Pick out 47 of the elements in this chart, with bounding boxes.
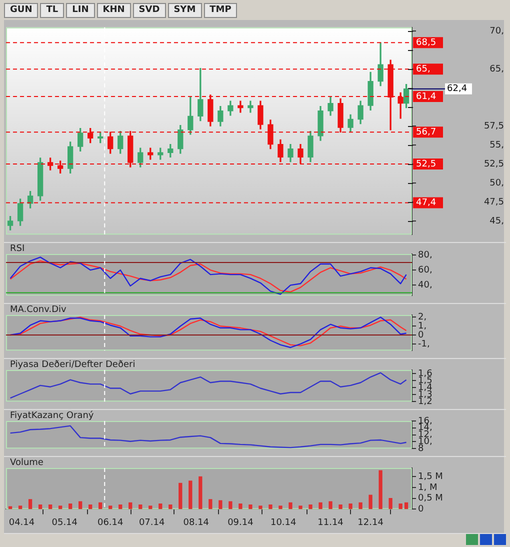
x-tick-label: 08.14 xyxy=(183,518,210,528)
y-tick-label: 70, xyxy=(490,26,504,37)
y-tick-label: 80, xyxy=(418,250,432,260)
y-tick-label: 40, xyxy=(418,280,432,291)
y-tick-label: 57,5 xyxy=(484,121,504,132)
x-tick-label: 11.14 xyxy=(318,518,344,528)
x-tick-label: 10.14 xyxy=(270,518,296,528)
y-tick-label: 45, xyxy=(490,216,504,226)
y-tick-label: 55, xyxy=(490,140,504,150)
text: TL xyxy=(40,3,64,18)
y-tick-label: 2, xyxy=(418,312,427,323)
x-tick-label: 07.14 xyxy=(138,518,165,528)
x-tick-label: 06.14 xyxy=(97,518,124,528)
y-tick-label: 0 xyxy=(418,504,424,515)
x-tick-label: 04.14 xyxy=(8,518,35,528)
text: SVD xyxy=(132,3,166,18)
y-tick-label: 60, xyxy=(418,265,432,276)
x-tick-label: 09.14 xyxy=(228,518,254,528)
y-tick-label: 1,5 M xyxy=(418,472,443,482)
text: TMP xyxy=(204,3,238,18)
chart-title: FiyatKazanç Oraný xyxy=(10,410,94,421)
text: SYM xyxy=(168,3,202,18)
ref-line-label: 47,4 xyxy=(416,198,436,208)
y-tick-label: -1, xyxy=(418,339,430,350)
ref-line-label: 56,7 xyxy=(416,127,436,138)
x-tick-label: 05.14 xyxy=(52,518,78,528)
y-tick-label: 0 xyxy=(418,330,424,340)
chart-title: RSI xyxy=(10,244,25,254)
y-tick-label: 0,5 M xyxy=(418,494,443,504)
y-tick-label: 47,5 xyxy=(484,197,504,208)
chart-title: MA.Conv.Div xyxy=(10,304,68,315)
chart-title: Volume xyxy=(10,458,44,468)
ref-line-label: 61,4 xyxy=(416,92,436,102)
annotation: 62,4 xyxy=(447,84,468,94)
text: KHN xyxy=(96,3,131,18)
y-tick-label: 1,2 xyxy=(418,396,432,407)
chart-title: Piyasa Deðeri/Defter Deðeri xyxy=(10,360,136,370)
y-tick-label: 50, xyxy=(490,178,504,188)
text: LIN xyxy=(66,3,95,18)
y-tick-label: 1, M xyxy=(418,482,438,493)
y-tick-label: 65, xyxy=(490,64,504,74)
y-tick-label: 1, xyxy=(418,321,427,332)
ref-line-label: 68,5 xyxy=(416,38,436,48)
y-tick-label: 8 xyxy=(418,444,424,454)
y-tick-label: 52,5 xyxy=(484,159,504,170)
x-tick-label: 12.14 xyxy=(358,518,384,528)
text: GUN xyxy=(4,3,38,18)
